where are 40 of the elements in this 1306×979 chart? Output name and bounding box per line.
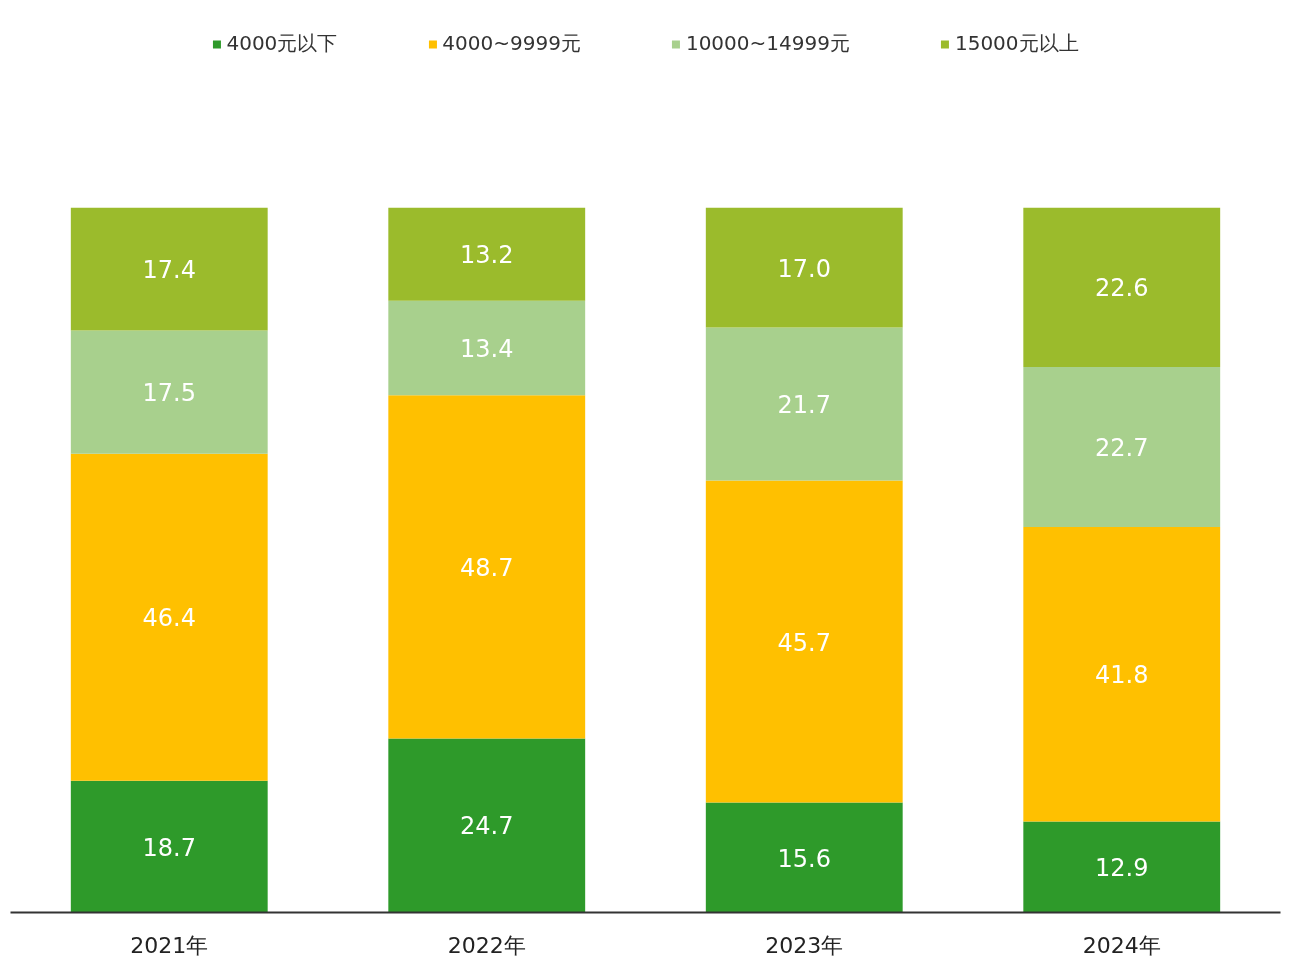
legend-label: 4000元以下 xyxy=(226,30,338,57)
data-label: 45.7 xyxy=(777,628,831,657)
bar xyxy=(1023,367,1221,528)
data-label: 13.2 xyxy=(460,241,514,270)
data-label: 22.7 xyxy=(1095,434,1149,463)
bar xyxy=(705,480,903,803)
data-label: 17.4 xyxy=(142,256,196,285)
data-label: 46.4 xyxy=(142,604,196,633)
legend-label: 10000~14999元 xyxy=(685,30,850,57)
x-tick-label: 2021年 xyxy=(130,932,209,958)
bar xyxy=(1023,207,1221,368)
bar xyxy=(1023,527,1221,822)
data-label: 18.7 xyxy=(142,833,196,862)
bar xyxy=(70,780,268,913)
data-label: 12.9 xyxy=(1095,854,1149,883)
legend-label: 4000~9999元 xyxy=(442,30,581,57)
bar xyxy=(388,300,586,396)
bar xyxy=(70,207,268,331)
data-label: 21.7 xyxy=(777,391,831,420)
x-tick-label: 2023年 xyxy=(765,932,844,958)
bar xyxy=(388,207,586,301)
x-tick-label: 2024年 xyxy=(1082,932,1161,958)
data-label: 15.6 xyxy=(777,844,831,873)
bar xyxy=(1023,821,1221,913)
data-label: 17.5 xyxy=(142,379,196,408)
bar xyxy=(70,330,268,454)
data-label: 24.7 xyxy=(460,812,514,841)
bar xyxy=(70,453,268,781)
data-label: 41.8 xyxy=(1095,661,1149,690)
x-tick-label: 2022年 xyxy=(447,932,526,958)
bar xyxy=(388,395,586,739)
bar xyxy=(705,207,903,328)
data-label: 13.4 xyxy=(460,335,514,364)
bar xyxy=(705,327,903,481)
legend-label: 15000元以上 xyxy=(954,30,1079,57)
data-label: 22.6 xyxy=(1095,274,1149,303)
data-label: 17.0 xyxy=(777,254,831,283)
data-label: 48.7 xyxy=(460,553,514,582)
bar xyxy=(388,738,586,913)
bar xyxy=(705,802,903,913)
